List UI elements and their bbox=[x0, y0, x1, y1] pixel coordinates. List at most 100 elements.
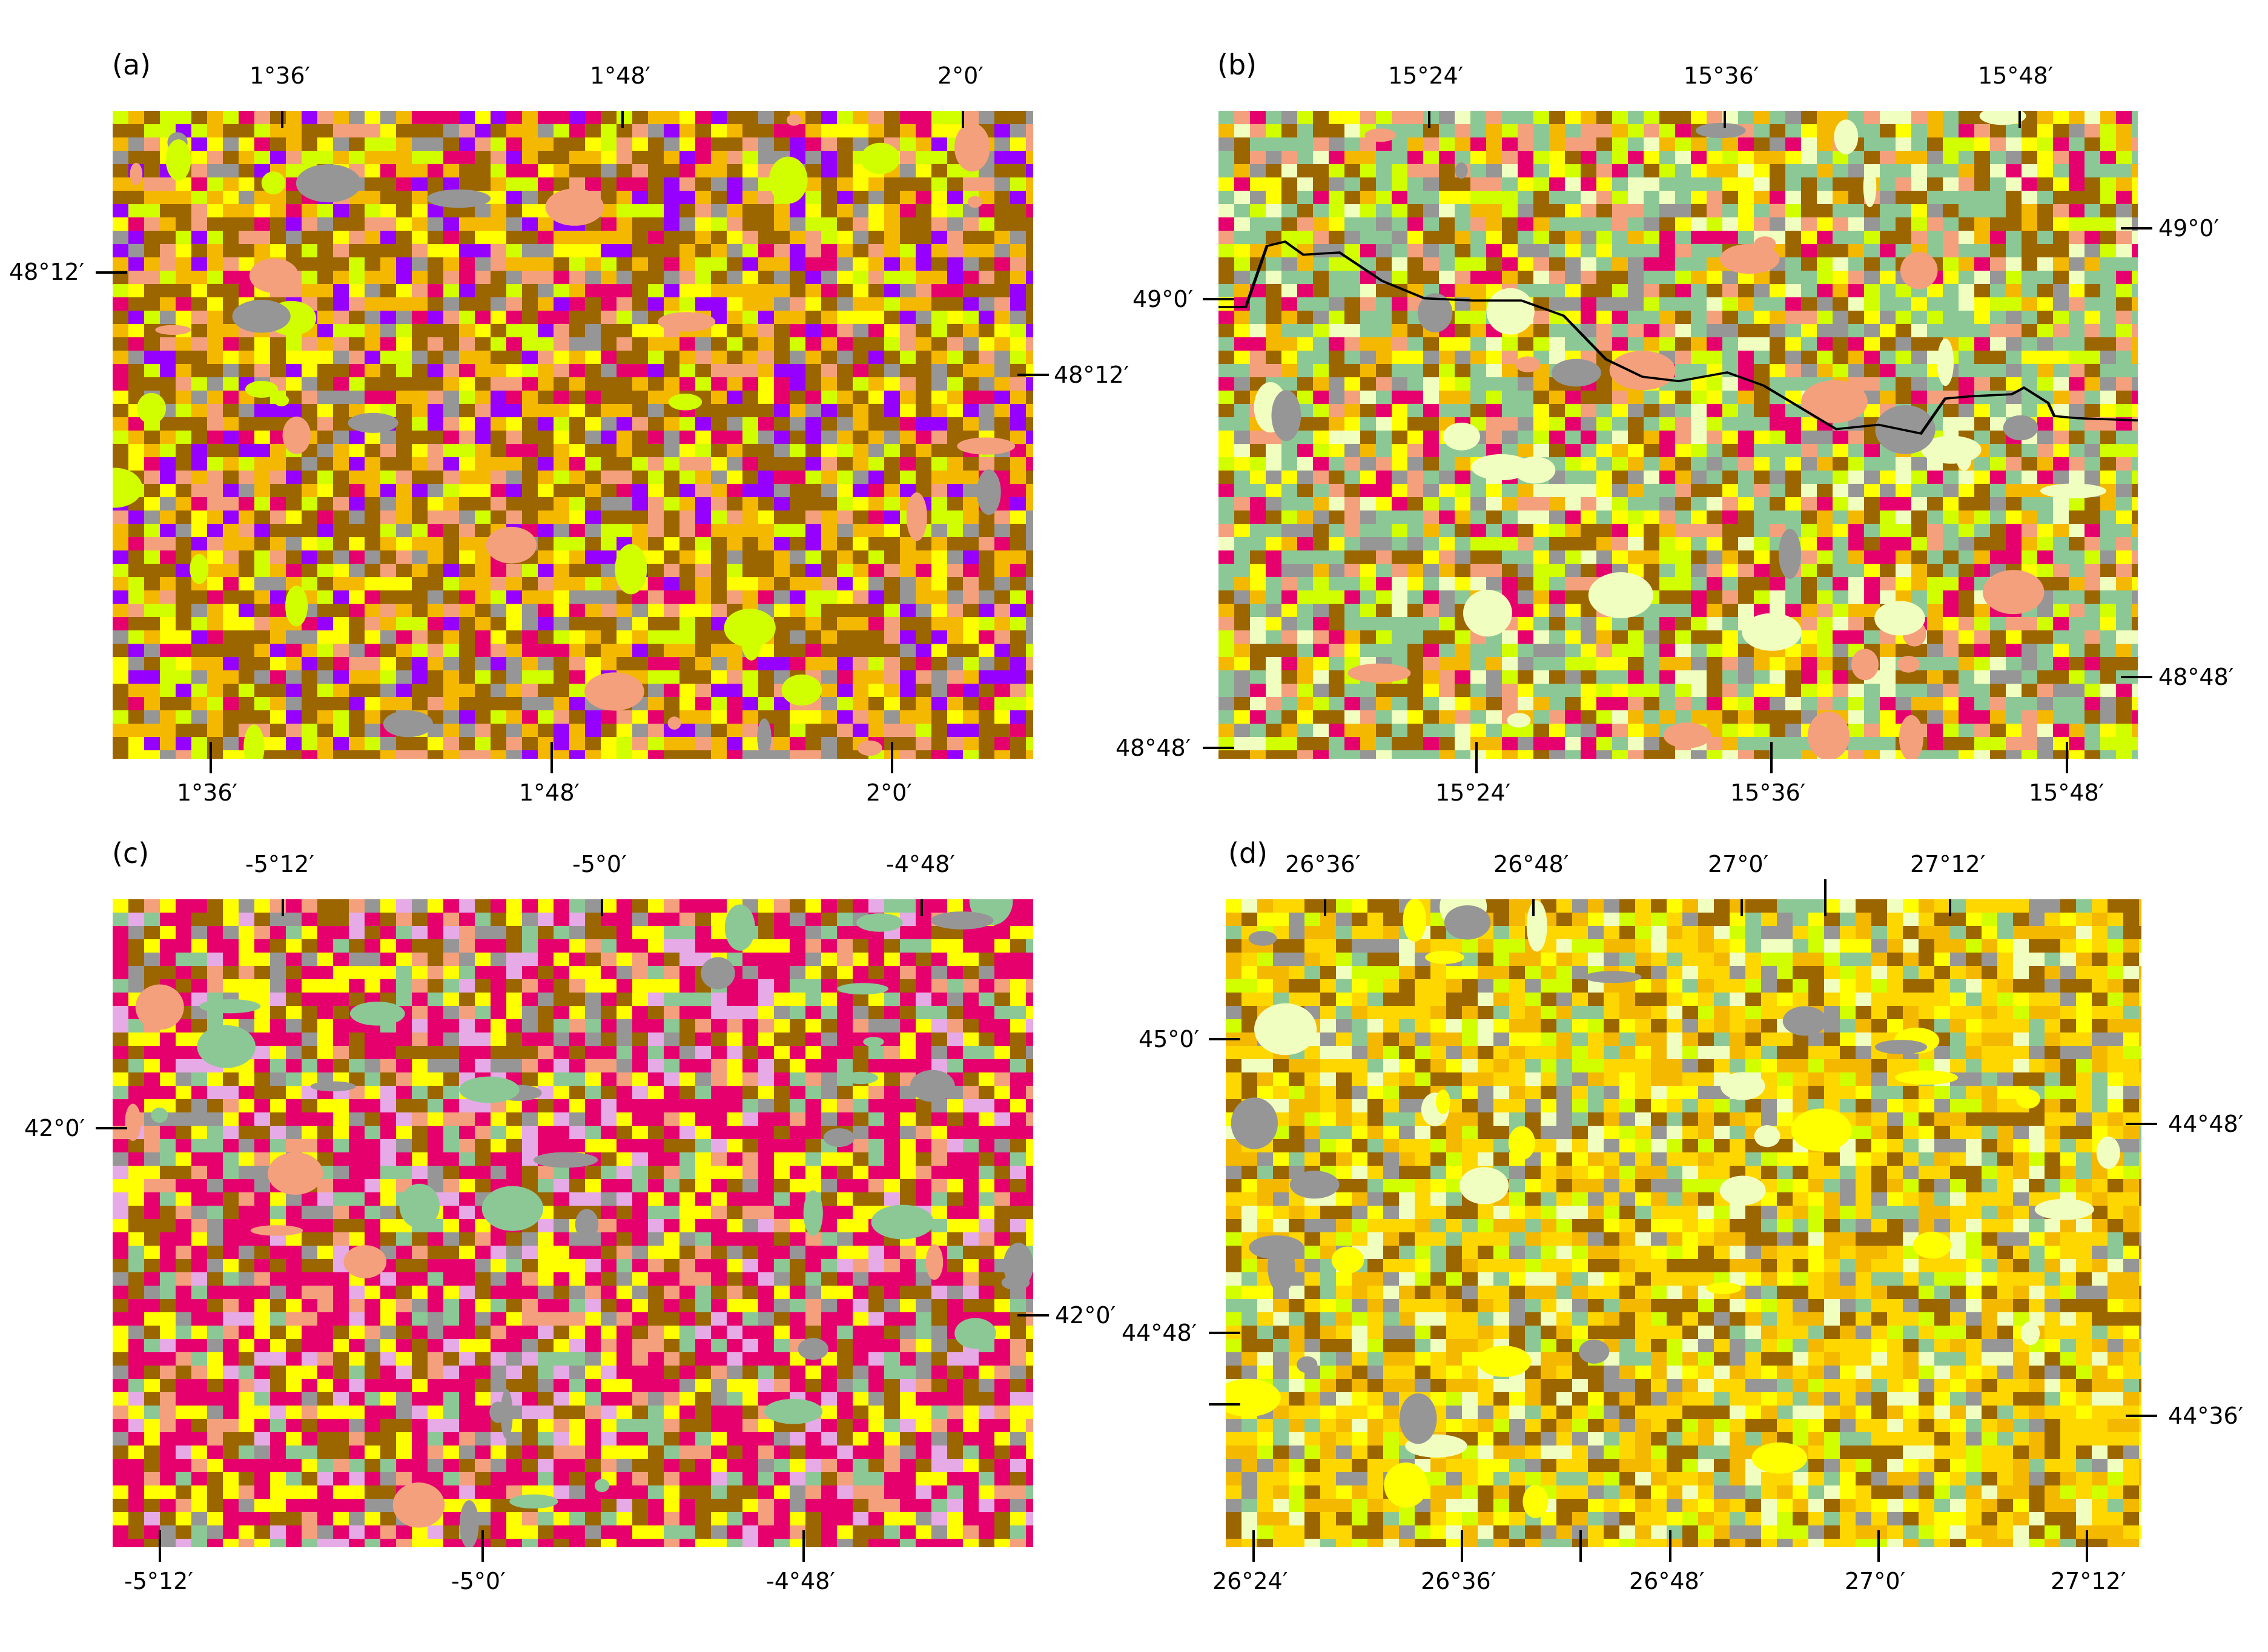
field-parcel bbox=[821, 750, 837, 759]
field-parcel bbox=[1959, 231, 1974, 244]
field-parcel bbox=[443, 484, 459, 497]
field-parcel bbox=[742, 151, 758, 164]
field-parcel bbox=[994, 417, 1010, 431]
field-parcel bbox=[2069, 364, 2085, 377]
field-parcel bbox=[790, 257, 805, 271]
field-parcel bbox=[1234, 257, 1250, 271]
field-parcel bbox=[554, 351, 569, 364]
field-parcel bbox=[790, 231, 805, 244]
field-parcel bbox=[837, 431, 853, 444]
field-parcel bbox=[1565, 337, 1581, 351]
field-parcel bbox=[1880, 217, 1896, 231]
field-parcel bbox=[128, 457, 144, 471]
field-parcel bbox=[1533, 484, 1549, 497]
land-patch bbox=[190, 553, 209, 584]
land-patch bbox=[113, 468, 143, 508]
field-parcel bbox=[554, 257, 569, 271]
field-parcel bbox=[679, 417, 695, 431]
field-parcel bbox=[191, 231, 207, 244]
field-parcel bbox=[994, 630, 1010, 644]
field-parcel bbox=[632, 204, 648, 217]
field-parcel bbox=[1943, 164, 1959, 177]
field-parcel bbox=[2116, 444, 2132, 457]
field-parcel bbox=[522, 431, 538, 444]
field-parcel bbox=[1565, 431, 1581, 444]
field-parcel bbox=[1644, 271, 1659, 284]
field-parcel bbox=[554, 510, 569, 524]
field-parcel bbox=[1392, 244, 1407, 257]
field-parcel bbox=[506, 364, 522, 377]
field-parcel bbox=[947, 604, 963, 617]
land-patch bbox=[232, 300, 291, 333]
field-parcel bbox=[853, 311, 868, 324]
field-parcel bbox=[931, 217, 947, 231]
field-parcel bbox=[695, 670, 711, 684]
field-parcel bbox=[1376, 510, 1392, 524]
field-parcel bbox=[664, 684, 679, 697]
field-parcel bbox=[1486, 271, 1502, 284]
field-parcel bbox=[774, 484, 790, 497]
field-parcel bbox=[128, 297, 144, 311]
panel-a-top-tick bbox=[281, 111, 283, 128]
field-parcel bbox=[113, 417, 128, 431]
field-parcel bbox=[113, 297, 128, 311]
field-parcel bbox=[522, 324, 538, 337]
field-parcel bbox=[569, 644, 585, 657]
field-parcel bbox=[742, 324, 758, 337]
field-parcel bbox=[837, 524, 853, 537]
field-parcel bbox=[994, 124, 1010, 137]
field-parcel bbox=[601, 337, 617, 351]
field-parcel bbox=[522, 231, 538, 244]
field-parcel bbox=[1549, 284, 1565, 297]
field-parcel bbox=[774, 617, 790, 630]
field-parcel bbox=[884, 550, 900, 564]
field-parcel bbox=[428, 177, 443, 191]
field-parcel bbox=[774, 417, 790, 431]
field-parcel bbox=[522, 684, 538, 697]
field-parcel bbox=[1990, 244, 2006, 257]
field-parcel bbox=[223, 204, 239, 217]
field-parcel bbox=[113, 377, 128, 391]
field-parcel bbox=[1959, 164, 1974, 177]
field-parcel bbox=[1565, 404, 1581, 417]
field-parcel bbox=[1833, 431, 1848, 444]
field-parcel bbox=[475, 377, 491, 391]
field-parcel bbox=[1691, 177, 1707, 191]
field-parcel bbox=[191, 537, 207, 550]
field-parcel bbox=[286, 191, 302, 204]
field-parcel bbox=[1026, 684, 1033, 697]
land-patch bbox=[155, 325, 191, 335]
field-parcel bbox=[302, 630, 317, 644]
field-parcel bbox=[947, 471, 963, 484]
field-parcel bbox=[207, 164, 223, 177]
land-patch bbox=[296, 164, 362, 203]
field-parcel bbox=[1026, 244, 1033, 257]
field-parcel bbox=[2100, 377, 2116, 391]
field-parcel bbox=[1218, 191, 1234, 204]
field-parcel bbox=[963, 391, 979, 404]
field-parcel bbox=[1801, 471, 1817, 484]
field-parcel bbox=[617, 750, 632, 759]
field-parcel bbox=[443, 524, 459, 537]
field-parcel bbox=[113, 564, 128, 577]
field-parcel bbox=[1026, 471, 1033, 484]
field-parcel bbox=[758, 391, 774, 404]
field-parcel bbox=[506, 657, 522, 670]
field-parcel bbox=[254, 151, 270, 164]
field-parcel bbox=[412, 404, 428, 417]
field-parcel bbox=[2006, 177, 2022, 191]
field-parcel bbox=[963, 537, 979, 550]
field-parcel bbox=[805, 750, 821, 759]
field-parcel bbox=[538, 670, 554, 684]
field-parcel bbox=[239, 510, 254, 524]
field-parcel bbox=[538, 311, 554, 324]
field-parcel bbox=[1266, 457, 1281, 471]
field-parcel bbox=[2053, 364, 2069, 377]
field-parcel bbox=[1502, 444, 1518, 457]
field-parcel bbox=[1770, 297, 1785, 311]
field-parcel bbox=[947, 630, 963, 644]
field-parcel bbox=[2116, 377, 2132, 391]
field-parcel bbox=[380, 524, 396, 537]
field-parcel bbox=[254, 351, 270, 364]
field-parcel bbox=[522, 257, 538, 271]
